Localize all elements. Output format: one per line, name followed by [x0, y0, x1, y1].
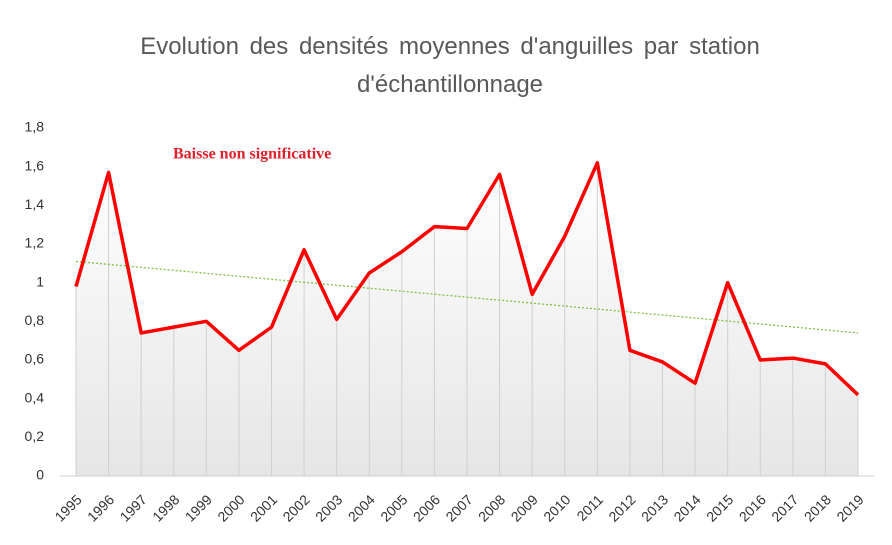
data-line	[74, 161, 860, 397]
trend-line	[75, 260, 859, 334]
x-tick-label: 2003	[312, 491, 345, 524]
x-tick-label: 2014	[670, 491, 703, 524]
x-tick-label: 2009	[508, 491, 541, 524]
x-tick-label: 1997	[117, 491, 150, 524]
x-tick-label: 2004	[345, 491, 378, 524]
y-tick-label: 0	[36, 467, 44, 483]
chart-title: Evolution des densités moyennes d'anguil…	[140, 33, 760, 98]
annotation: Baisse non significative	[173, 146, 331, 163]
y-tick-label: 0,4	[25, 389, 45, 405]
y-tick-label: 1,2	[25, 235, 45, 251]
x-tick-label: 2015	[703, 491, 736, 524]
y-tick-label: 1,8	[25, 119, 45, 135]
x-tick-label: 1995	[51, 491, 84, 524]
y-tick-label: 1,4	[25, 196, 45, 212]
x-tick-label: 2006	[410, 491, 443, 524]
x-tick-label: 2018	[801, 491, 834, 524]
y-tick-label: 1,6	[25, 157, 45, 173]
x-tick-label: 2011	[573, 491, 606, 524]
x-tick-label: 1998	[149, 491, 182, 524]
y-tick-label: 0,8	[25, 312, 45, 328]
x-tick-label: 2008	[475, 491, 508, 524]
x-tick-label: 1999	[182, 491, 215, 524]
x-tick-label: 2013	[638, 491, 671, 524]
x-tick-label: 2012	[605, 491, 638, 524]
x-tick-label: 1996	[84, 491, 117, 524]
x-tick-label: 2017	[768, 491, 801, 524]
x-tick-label: 2019	[833, 491, 866, 524]
x-tick-label: 2000	[214, 491, 247, 524]
x-tick-label: 2001	[247, 491, 280, 524]
x-tick-label: 2002	[279, 491, 312, 524]
x-tick-label: 2016	[736, 491, 769, 524]
y-tick-label: 0,6	[25, 351, 45, 367]
x-tick-label: 2007	[442, 491, 475, 524]
y-tick-label: 0,2	[25, 428, 45, 444]
x-tick-label: 2010	[540, 491, 573, 524]
x-tick-label: 2005	[377, 491, 410, 524]
y-tick-label: 1	[36, 273, 44, 289]
